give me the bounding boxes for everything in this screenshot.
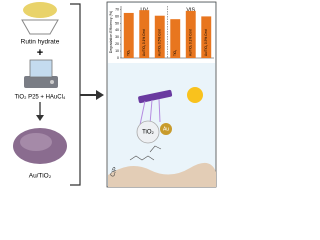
y-tick-label: 70 xyxy=(115,7,119,11)
y-tick-label: 40 xyxy=(115,28,119,32)
ground xyxy=(108,162,216,187)
dish xyxy=(21,19,59,35)
au-particle xyxy=(160,123,172,135)
sun xyxy=(187,87,203,103)
product-label: Au/TiO₂ xyxy=(29,173,52,180)
metal-label: Au xyxy=(163,126,169,132)
bar-label: Au/TiO₂ 0.5% Cent xyxy=(204,29,208,56)
beaker xyxy=(29,59,53,78)
bar xyxy=(123,12,134,58)
bar xyxy=(185,10,196,59)
y-tick-label: 20 xyxy=(115,42,119,46)
powder-pile xyxy=(23,2,57,18)
uv-rays xyxy=(139,98,161,126)
bar xyxy=(139,10,150,58)
y-tick-label: 30 xyxy=(115,35,119,39)
tio2-particle xyxy=(136,120,160,144)
group-label: VIS xyxy=(186,7,195,13)
bar xyxy=(201,16,212,58)
plus-sign: + xyxy=(37,47,43,59)
reagents-label: TiO₂ P25 + HAuCl₄ xyxy=(15,95,66,101)
bar-chart: Degradation Efficiency (%) 0 10 20 30 40 50 60 7… xyxy=(109,6,214,60)
particle-label: TiO₂ xyxy=(142,130,154,136)
bar-label: TiO₂ xyxy=(173,49,177,56)
y-tick-label: 50 xyxy=(115,21,119,25)
bar xyxy=(170,19,181,59)
precursor-label: Rutin hydrate xyxy=(21,39,60,46)
bar xyxy=(154,15,165,59)
y-tick-label: 0 xyxy=(117,56,119,60)
bar-label: Au/TiO₂ 0.5% Cent xyxy=(158,29,162,56)
uv-lamp xyxy=(138,89,173,104)
arrowhead xyxy=(36,115,44,121)
stirrer-base xyxy=(24,76,58,88)
product-highlight xyxy=(20,133,52,151)
pollutant-label: CIP xyxy=(110,166,119,177)
knob xyxy=(50,80,54,84)
bar-label: Au/TiO₂ 0.1% Cent xyxy=(142,29,146,56)
y-tick-label: 60 xyxy=(115,14,119,18)
y-tick-label: 10 xyxy=(115,49,119,53)
bracket xyxy=(70,3,81,186)
graphical-abstract: Rutin hydrate + TiO₂ P25 + HAuCl₄ Au/TiO… xyxy=(13,1,217,188)
bar-label: TiO₂ xyxy=(127,49,131,56)
molecule xyxy=(129,145,162,161)
main-arrowhead xyxy=(96,90,104,100)
y-axis-label: Degradation Efficiency (%) xyxy=(109,11,113,53)
bar-label: Au/TiO₂ 0.1% Cent xyxy=(189,29,193,56)
